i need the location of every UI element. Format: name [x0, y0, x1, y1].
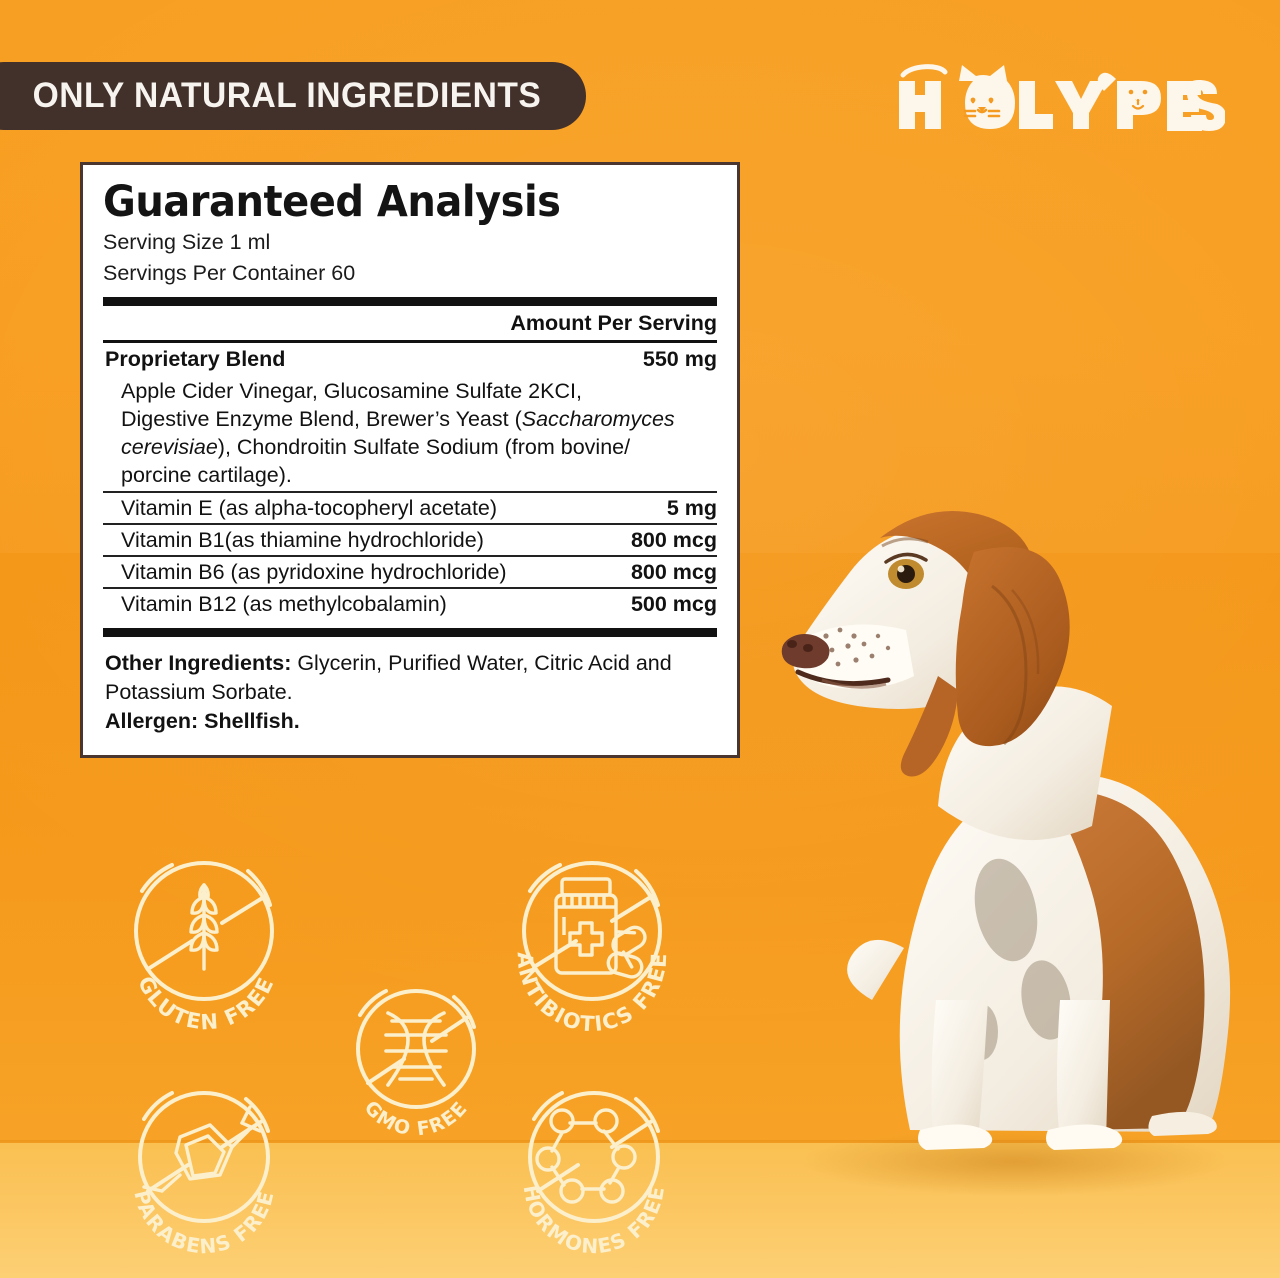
rule-row-1: [103, 523, 717, 526]
badge-hormones-free: HORMONES FREE: [508, 1075, 683, 1258]
serving-size: Serving Size 1 ml: [103, 230, 271, 254]
blend-ingredient-list: Apple Cider Vinegar, Glucosamine Sulfate…: [103, 375, 717, 491]
table-row: Vitamin B6 (as pyridoxine hydrochloride)…: [103, 557, 717, 587]
amount-per-serving-header: Amount Per Serving: [510, 311, 717, 336]
dog-photo: [760, 440, 1280, 1200]
guaranteed-analysis-panel: Guaranteed Analysis Serving Size 1 ml Se…: [80, 162, 740, 758]
badge-label: PARABENS FREE: [129, 1188, 278, 1259]
table-row: Vitamin B1(as thiamine hydrochloride) 80…: [103, 525, 717, 555]
nutrient-label: Vitamin E (as alpha-tocopheryl acetate): [121, 496, 498, 521]
headline-text: ONLY NATURAL INGREDIENTS: [32, 76, 542, 115]
nutrient-amount: 5 mg: [666, 496, 717, 521]
beagle-dog-icon: [781, 511, 1231, 1196]
rule-thick-top: [103, 297, 717, 307]
rule-row-3: [103, 587, 717, 590]
blend-desc-italic1: Saccharomyces: [521, 407, 675, 432]
rule-row-2: [103, 555, 717, 558]
headline-banner: ONLY NATURAL INGREDIENTS: [0, 62, 586, 130]
brand-logo: [895, 62, 1225, 134]
servings-per-container: Servings Per Container 60: [103, 260, 356, 285]
blend-desc-line3: ), Chondroitin Sulfate Sodium (from bovi…: [217, 435, 631, 460]
nutrient-label: Vitamin B6 (as pyridoxine hydrochloride): [121, 560, 507, 585]
rule-under-amount-header: [103, 340, 717, 344]
rule-row-0: [103, 491, 717, 494]
table-row: Vitamin B12 (as methylcobalamin) 500 mcg: [103, 589, 717, 619]
badge-parabens-free: PARABENS FREE: [118, 1075, 293, 1258]
nutrient-amount: 500 mcg: [630, 592, 717, 617]
table-row: Vitamin E (as alpha-tocopheryl acetate) …: [103, 493, 717, 523]
badge-label: GMO FREE: [360, 1097, 473, 1141]
badge-antibiotics-free: ANTIBIOTICS FREE: [500, 845, 685, 1036]
nutrient-label: Vitamin B1(as thiamine hydrochloride): [121, 528, 484, 553]
blend-amount: 550 mg: [642, 347, 717, 372]
other-ingredients-text: Glycerin, Purified Water, Citric Acid an…: [105, 651, 672, 704]
holy-pets-logotype-icon: [899, 64, 1225, 131]
nutrient-amount: 800 mcg: [630, 528, 717, 553]
nutrient-amount: 800 mcg: [630, 560, 717, 585]
rule-thick-bottom: [103, 628, 717, 638]
badge-gmo-free: GMO FREE: [336, 975, 496, 1140]
table-row-proprietary-blend: Proprietary Blend 550 mg: [103, 343, 717, 375]
blend-desc-line2a: Digestive Enzyme Blend, Brewer’s Yeast (: [121, 407, 522, 432]
blend-desc-line4: porcine cartilage).: [121, 463, 292, 488]
nutrient-label: Vitamin B12 (as methylcobalamin): [121, 592, 447, 617]
other-ingredients-label: Other Ingredients:: [105, 651, 292, 676]
panel-title: Guaranteed Analysis: [103, 177, 561, 227]
badge-gluten-free: GLUTEN FREE: [112, 845, 297, 1034]
allergen-statement: Allergen: Shellfish.: [105, 709, 300, 734]
blend-name: Proprietary Blend: [105, 347, 286, 372]
other-ingredients: Other Ingredients: Glycerin, Purified Wa…: [103, 637, 717, 736]
blend-desc-italic2: cerevisiae: [121, 435, 218, 460]
blend-desc-line1: Apple Cider Vinegar, Glucosamine Sulfate…: [121, 379, 582, 404]
badge-label: GLUTEN FREE: [133, 972, 279, 1034]
badge-label: ANTIBIOTICS FREE: [513, 951, 672, 1036]
